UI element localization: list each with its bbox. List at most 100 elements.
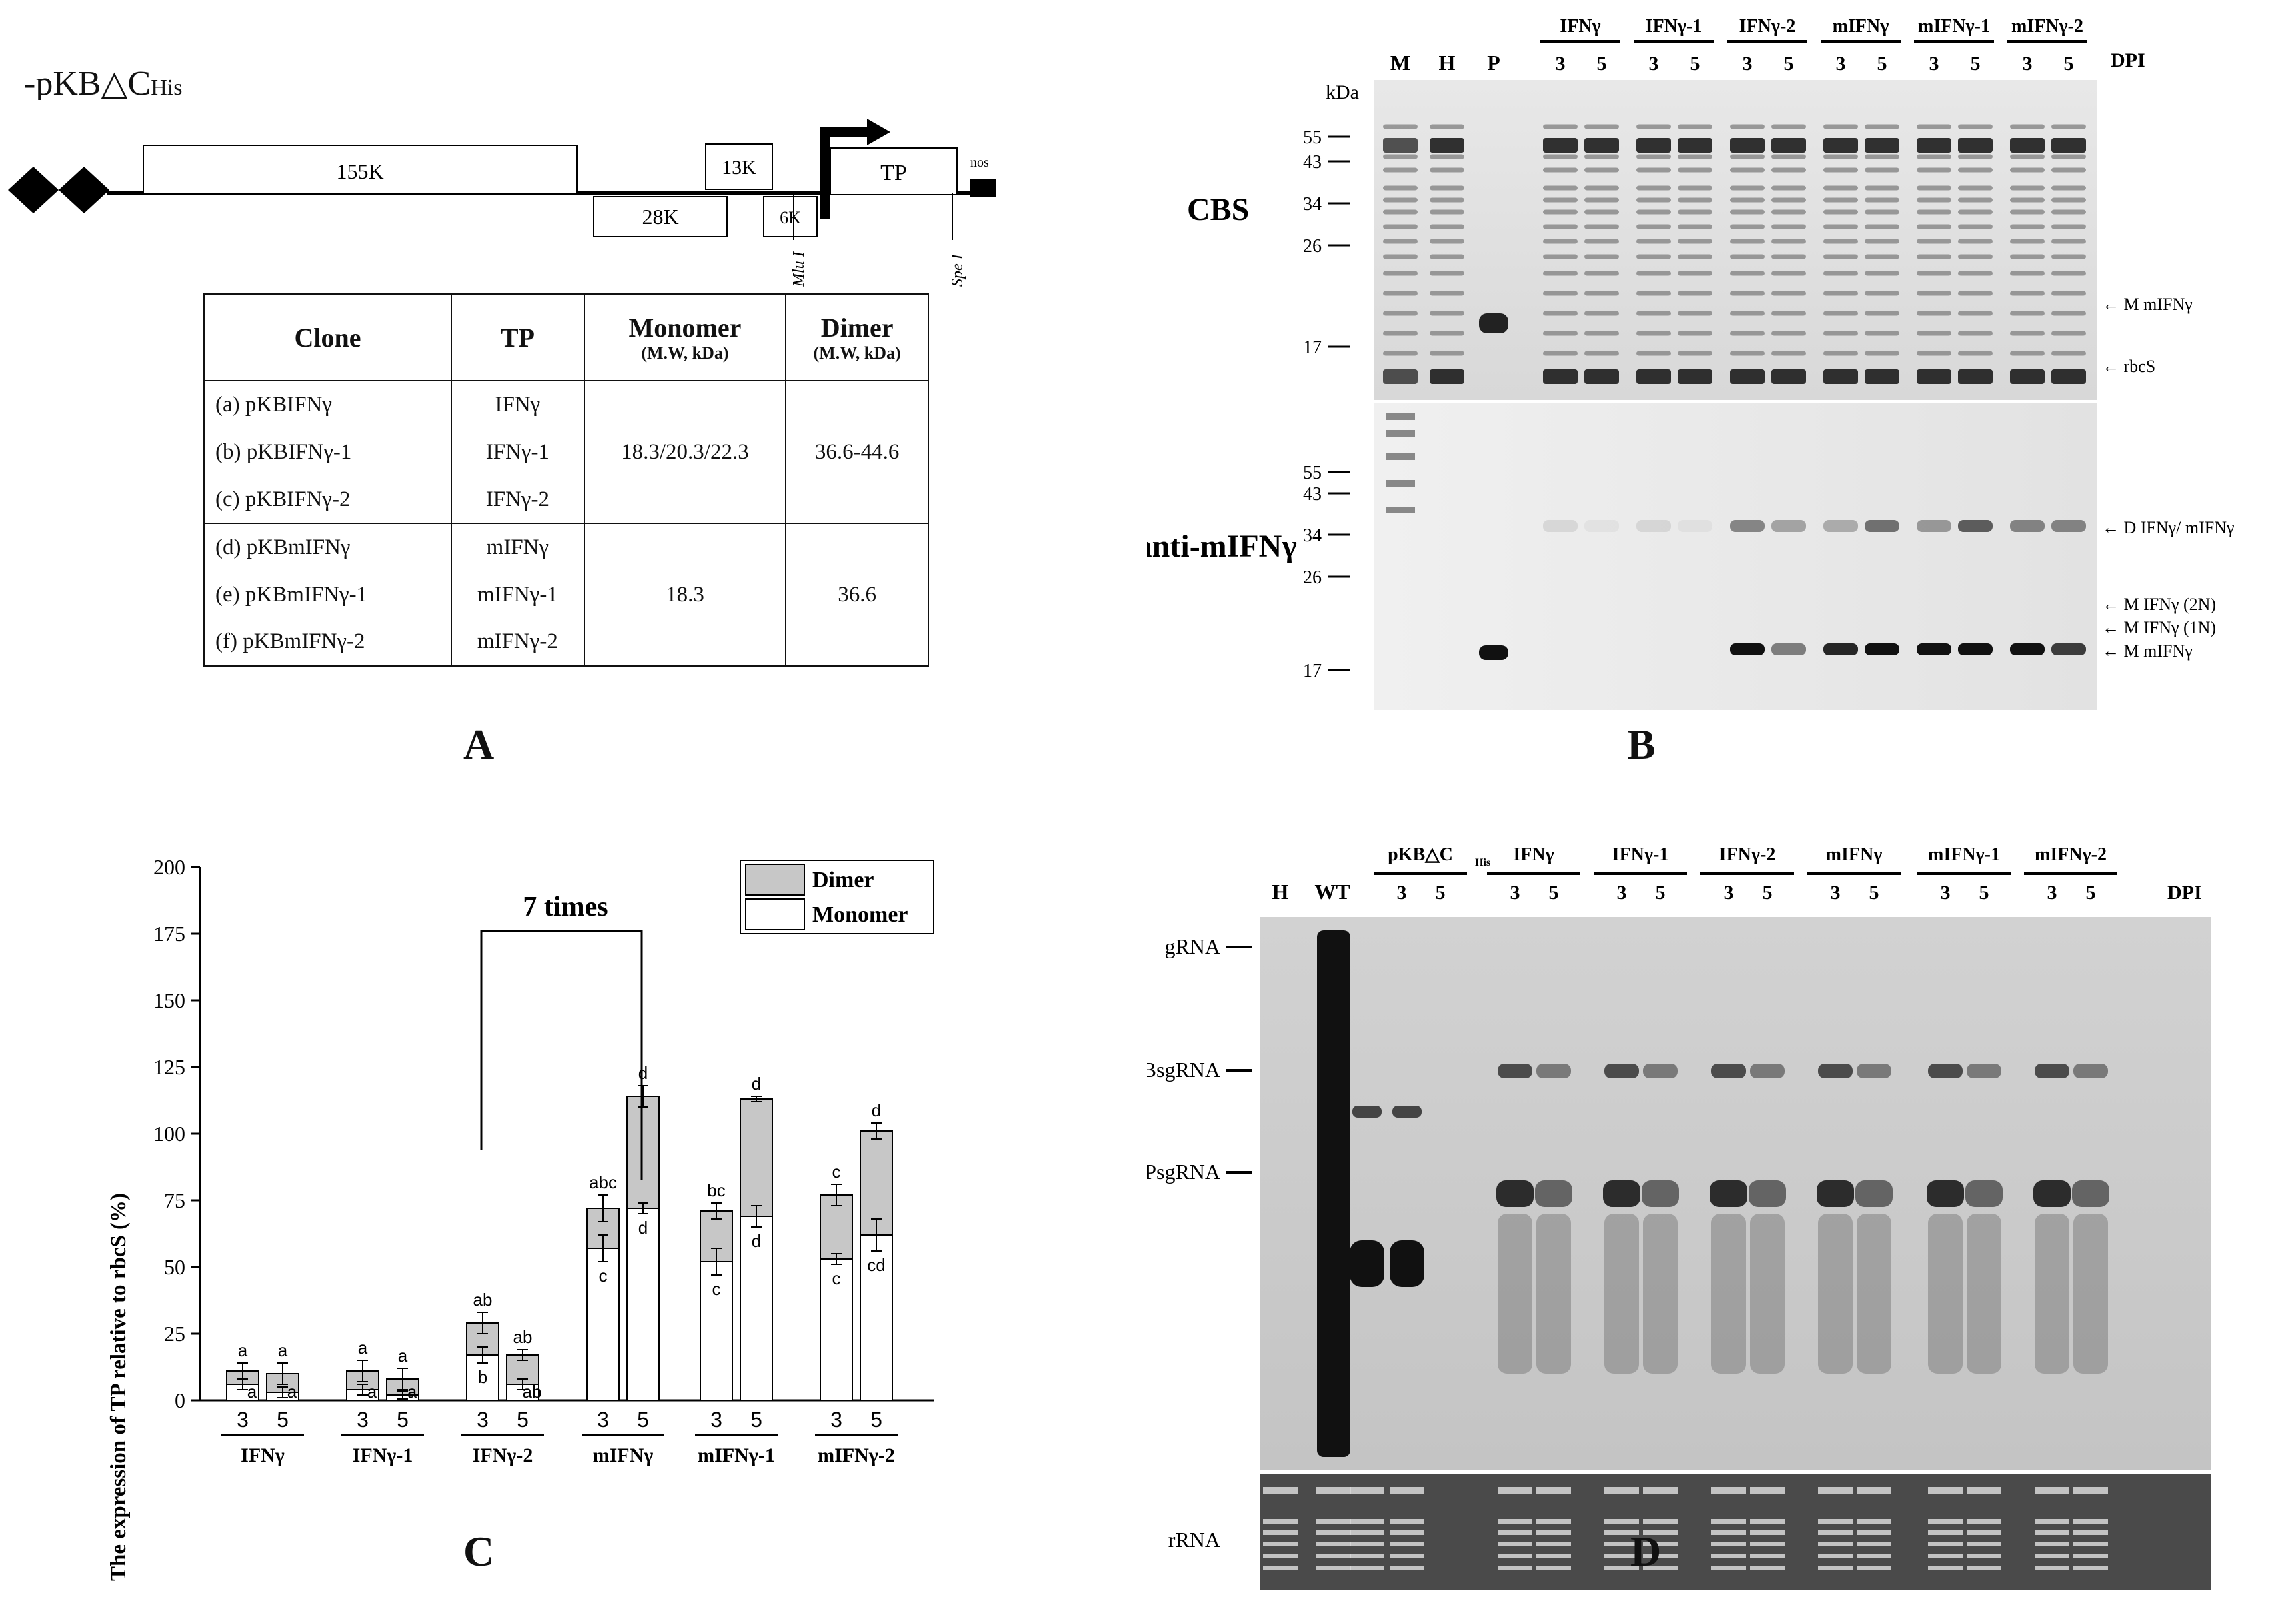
cbs-band <box>2051 369 2086 384</box>
rrna-band <box>1498 1566 1532 1570</box>
tgb-band <box>1857 1064 1891 1078</box>
rrna-band <box>1643 1542 1678 1546</box>
rrna-band <box>1604 1487 1639 1494</box>
rrna-band <box>1350 1519 1384 1524</box>
cbs-band <box>1543 138 1578 153</box>
cbs-band <box>1823 154 1858 159</box>
bar-monomer <box>626 1208 660 1401</box>
orf-28k <box>593 196 728 237</box>
cbs-band <box>1917 271 1951 276</box>
group-label: mIFNγ-2 <box>2011 16 2083 37</box>
rrna-band <box>1536 1542 1571 1546</box>
cbs-band <box>1430 311 1464 316</box>
rrna-band <box>1316 1530 1351 1535</box>
group-label: mIFNγ <box>1826 844 1883 865</box>
rrna-band <box>1967 1542 2001 1546</box>
cbs-band <box>1678 351 1712 356</box>
cbs-band <box>2010 369 2045 384</box>
rrna-band <box>1263 1542 1298 1546</box>
rrna-band <box>1604 1519 1639 1524</box>
cbs-band <box>1636 351 1671 356</box>
legend-monomer-swatch <box>745 898 805 930</box>
cbs-band <box>1430 271 1464 276</box>
cbs-band <box>1771 351 1806 356</box>
bar-chart: The expression of TP relative to rbcS (%… <box>107 855 934 1581</box>
cbs-band <box>1543 271 1578 276</box>
dpi-3: 3 <box>1724 882 1734 904</box>
rrna-band <box>1928 1519 1963 1524</box>
cbs-band <box>1584 271 1619 276</box>
group2-monomer: 18.3 <box>583 523 787 667</box>
cbs-band <box>1917 224 1951 229</box>
x-tick-label: 5 <box>750 1408 762 1432</box>
sig-letter-dimer: ab <box>473 1290 493 1310</box>
rrna-band <box>1263 1530 1298 1535</box>
dpi-5: 5 <box>1690 53 1700 75</box>
clone-table: Clone TP Monomer (M.W, kDa) Dimer (M.W, kD… <box>203 293 929 667</box>
tgb-band <box>1536 1064 1571 1078</box>
cbs-band <box>1958 224 1993 229</box>
tgb-band <box>2035 1064 2069 1078</box>
rrna-band <box>1818 1566 1853 1570</box>
cbs-band <box>1823 254 1858 259</box>
comparison-bracket <box>480 930 643 1180</box>
sig-letter-dimer: d <box>752 1074 761 1094</box>
rrna-band <box>1857 1554 1891 1558</box>
cbs-band <box>1865 254 1899 259</box>
rrna-band <box>2035 1487 2069 1494</box>
cp-band <box>2072 1180 2109 1207</box>
cbs-band <box>1543 154 1578 159</box>
cbs-band <box>1771 138 1806 153</box>
tgb-band <box>1818 1064 1853 1078</box>
rrna-band <box>1967 1566 2001 1570</box>
rrna-band <box>1390 1487 1424 1494</box>
rrna-band <box>1711 1530 1746 1535</box>
cbs-band <box>1958 311 1993 316</box>
cbs-band <box>1917 209 1951 215</box>
ladder-band <box>1386 480 1415 487</box>
row-tp: IFNγ <box>451 381 585 429</box>
cbs-band <box>1823 291 1858 296</box>
promoter-arrow-2 <box>59 167 109 213</box>
ib-band <box>1479 645 1508 660</box>
ib-dimer-band <box>1958 520 1993 532</box>
cbs-band <box>1823 197 1858 203</box>
cbs-band <box>1771 224 1806 229</box>
rrna-band <box>1750 1542 1785 1546</box>
cbs-band <box>1584 351 1619 356</box>
cbs-band <box>1730 331 1765 336</box>
ladder-band <box>1386 507 1415 513</box>
cbs-band <box>1678 167 1712 173</box>
cbs-band <box>1636 311 1671 316</box>
rrna-band <box>1498 1487 1532 1494</box>
rrna-band <box>1643 1519 1678 1524</box>
rrna-band <box>1604 1542 1639 1546</box>
sig-letter-monomer: b <box>478 1367 487 1387</box>
sg-promoter-arrow <box>820 127 870 219</box>
sig-letter-dimer: d <box>872 1100 881 1120</box>
rrna-band <box>1643 1554 1678 1558</box>
ib-dimer-band <box>1636 520 1671 532</box>
rrna-band <box>1818 1519 1853 1524</box>
cbs-band <box>1730 197 1765 203</box>
panel-a: -pKB△CHis <box>0 0 1147 787</box>
sig-letter-dimer: c <box>832 1162 841 1182</box>
cbs-band <box>1917 369 1951 384</box>
group-label: mIFNγ-1 <box>1928 844 2000 865</box>
rrna-band <box>1350 1554 1384 1558</box>
cbs-band <box>1730 351 1765 356</box>
ib-marker: 34 <box>1303 525 1322 546</box>
cbs-band <box>1771 197 1806 203</box>
ib-marker: 17 <box>1303 661 1322 681</box>
cbs-band <box>1383 291 1418 296</box>
rrna-band <box>1750 1554 1785 1558</box>
cbs-band <box>2051 271 2086 276</box>
cbs-band <box>1430 154 1464 159</box>
wt-lane-smear <box>1317 930 1350 1457</box>
cbs-band <box>1730 369 1765 384</box>
dpi-3: 3 <box>1743 53 1753 75</box>
group-label: IFNγ-1 <box>1646 16 1702 37</box>
cbs-band <box>1543 291 1578 296</box>
dpi-5: 5 <box>1436 882 1446 904</box>
row-clone: (b) pKBIFNγ-1 <box>203 428 453 476</box>
